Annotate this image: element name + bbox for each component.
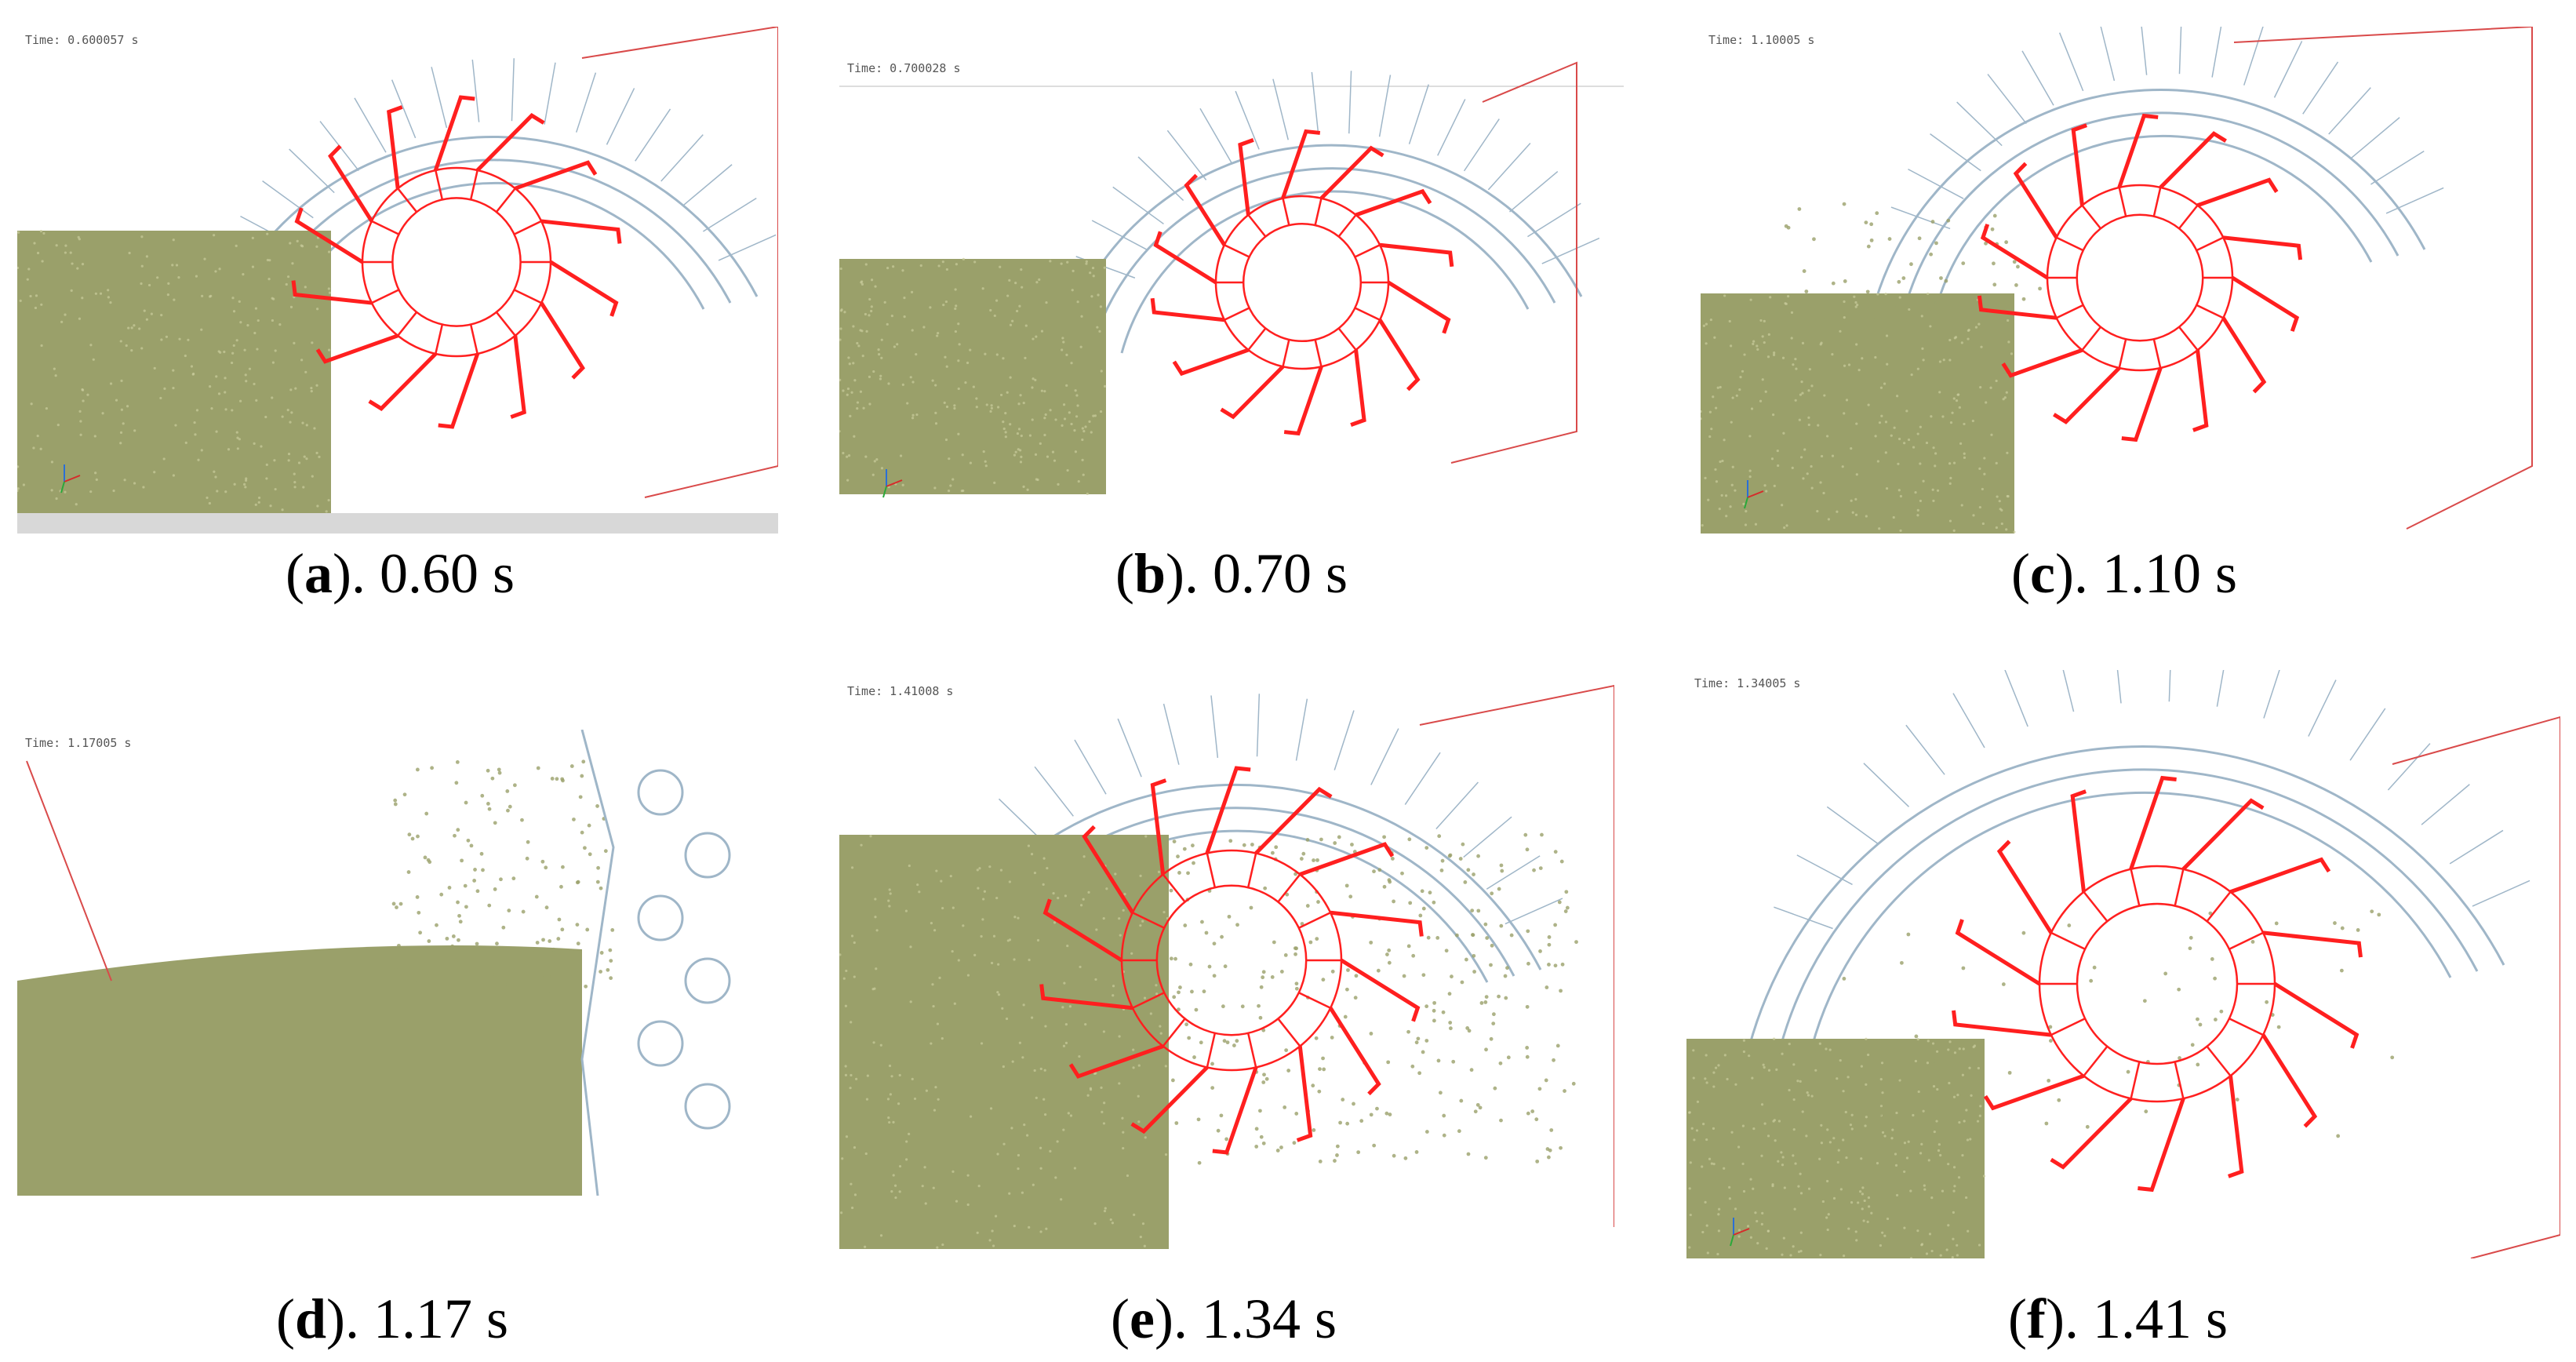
domain-frame-b [1450, 61, 1577, 464]
particle-bed-d [17, 945, 582, 1196]
particle-bed-c [1701, 292, 2016, 534]
scattered-particles-f [1842, 909, 2395, 1138]
panel-e: Time: 1.41008 s [839, 678, 1614, 1249]
scattered-particles-c [1784, 202, 2042, 325]
domain-frame-f [2392, 716, 2560, 1258]
rotor-c [1977, 113, 2303, 442]
caption-b-letter: b [1133, 542, 1166, 605]
caption-c: (c). 1.10 s [2011, 542, 2237, 605]
rotor-e [1039, 766, 1424, 1155]
panel-a: Time: 0.600057 s [17, 27, 778, 534]
scattered-particles-e [1137, 832, 1578, 1165]
domain-frame-d [26, 760, 112, 981]
time-readout-a: Time: 0.600057 s [25, 33, 139, 47]
panel-b-render [839, 61, 1624, 498]
particle-bed-e [839, 835, 1170, 1249]
domain-frame-e [1419, 684, 1614, 1227]
panel-d-render [17, 730, 731, 1196]
panel-f: Time: 1.34005 s [1686, 670, 2560, 1258]
time-readout-c: Time: 1.10005 s [1708, 33, 1815, 47]
axis-triad-b [882, 469, 903, 498]
panel-e-render [839, 684, 1614, 1249]
caption-d-letter: d [294, 1287, 327, 1350]
panel-a-render [17, 27, 778, 534]
axis-triad-f [1730, 1218, 1750, 1247]
axis-triad-c [1744, 480, 1764, 509]
panel-d: Time: 1.17005 s [17, 730, 770, 1196]
rotor-b [1150, 129, 1454, 436]
particle-bed-b [839, 257, 1107, 496]
time-readout-e: Time: 1.41008 s [847, 684, 954, 698]
panel-c-render [1701, 27, 2533, 534]
panel-f-render [1686, 670, 2560, 1258]
hood-frame-c [1872, 27, 2444, 310]
caption-f-letter: f [2027, 1287, 2046, 1350]
axis-triad-a [60, 464, 81, 493]
caption-e: (e). 1.34 s [1111, 1287, 1337, 1350]
panel-b: Time: 0.700028 s [839, 55, 1624, 507]
time-readout-b: Time: 0.700028 s [847, 61, 961, 75]
caption-f: (f). 1.41 s [2008, 1287, 2228, 1350]
particle-bed-a [17, 229, 332, 513]
time-readout-f: Time: 1.34005 s [1694, 676, 1801, 690]
rotor-a [291, 95, 622, 429]
particle-bed-f [1686, 1037, 1986, 1258]
rotor-wireframe-d [580, 730, 731, 1196]
domain-frame-a [581, 27, 778, 498]
time-readout-d: Time: 1.17005 s [25, 736, 132, 750]
caption-b: (b). 0.70 s [1115, 542, 1348, 605]
caption-e-letter: e [1130, 1287, 1155, 1350]
rotor-f [1952, 775, 2363, 1193]
hood-frame-f [1748, 670, 2531, 1047]
scattered-particles-d [391, 759, 615, 994]
caption-a-letter: a [304, 542, 333, 605]
domain-frame-c [2233, 27, 2533, 530]
caption-c-letter: c [2030, 542, 2055, 605]
caption-a: (a). 0.60 s [286, 542, 515, 605]
panel-a-bottom-bar [17, 513, 778, 534]
caption-d: (d). 1.17 s [275, 1287, 509, 1350]
panel-c: Time: 1.10005 s [1701, 27, 2546, 534]
hood-frame-b [1057, 71, 1600, 354]
